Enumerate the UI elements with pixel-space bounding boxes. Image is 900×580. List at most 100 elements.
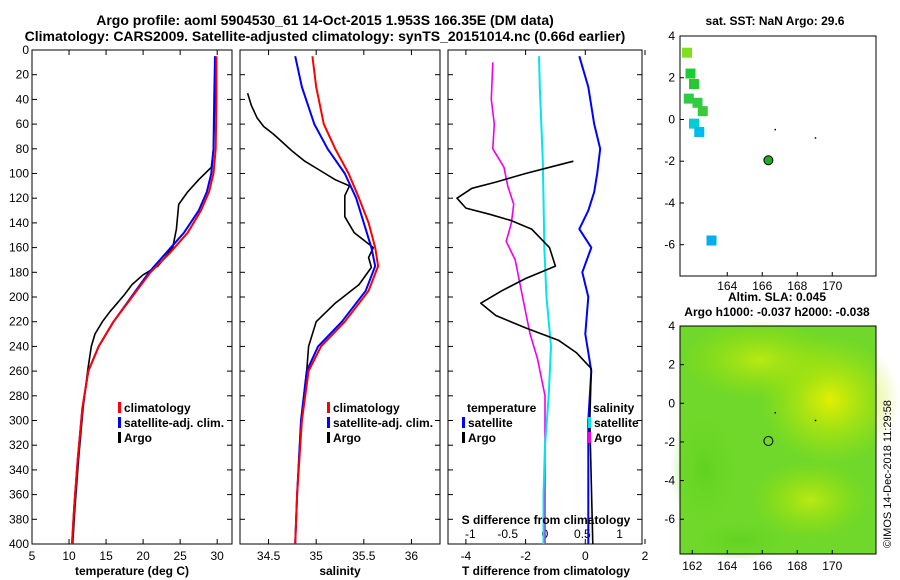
difference-panel: -4 -2 0 2-1 -0.5 0 0.5 1 T difference from clim…	[447, 49, 649, 578]
sla-y-tick-label: 2	[668, 358, 675, 372]
legend-swatch-satellite	[327, 417, 330, 428]
y-tick-label: 40	[16, 92, 30, 106]
difference-top-x-label: S difference from climatology	[462, 513, 631, 527]
y-tick-label: 300	[9, 414, 29, 428]
map-dot	[814, 137, 817, 139]
sst-y-tick-label: 0	[668, 112, 675, 126]
legend-label-t-satellite: satellite	[468, 416, 513, 430]
argo-position-marker	[763, 155, 774, 166]
difference-t-argo-line	[456, 160, 594, 545]
map-dot	[774, 128, 776, 131]
difference-x-label: T difference from climatology	[462, 564, 630, 578]
legend-label-climatology: climatology	[124, 401, 191, 415]
sst-x-tick-label: 168	[787, 279, 807, 293]
legend-label-argo: Argo	[124, 431, 152, 445]
top-x-tick-label: 1	[616, 527, 623, 541]
sla-y-tick-label: -6	[664, 512, 675, 526]
salinity-x-label: salinity	[319, 564, 361, 578]
y-tick-label: 340	[9, 463, 29, 477]
sla-x-tick-label: 170	[822, 559, 842, 573]
sst-cell	[706, 235, 717, 246]
y-tick-label: 140	[9, 216, 29, 230]
x-tick-label: 20	[136, 549, 150, 563]
x-tick-label: 36	[405, 549, 419, 563]
temperature-legend: climatology satellite-adj. clim. Argo	[118, 401, 224, 445]
y-tick-label: 380	[9, 512, 29, 526]
sla-x-tick-label: 164	[717, 559, 737, 573]
sla-y-tick-label: 0	[668, 396, 675, 410]
map-dot	[774, 411, 776, 414]
sla-y-tick-label: 4	[668, 319, 675, 333]
x-tick-label: 2	[642, 549, 649, 563]
legend-label-s-argo: Argo	[594, 431, 622, 445]
x-tick-label: 25	[173, 549, 187, 563]
legend-label-satellite: satellite-adj. clim.	[333, 416, 433, 430]
legend-label-climatology: climatology	[333, 401, 400, 415]
sst-x-tick-label: 164	[717, 279, 737, 293]
y-tick-label: 360	[9, 488, 29, 502]
y-tick-label: 220	[9, 315, 29, 329]
y-tick-label: 0	[22, 43, 29, 57]
sla-heatmap-low-region-south	[690, 520, 790, 560]
temperature-panel: 5 10 15 20 25 3002040608010012014016018020022…	[9, 43, 233, 578]
sst-y-tick-label: -2	[664, 154, 675, 168]
x-tick-label: 34.5	[257, 549, 281, 563]
sla-map-frame	[679, 325, 877, 555]
x-tick-label: 35.5	[352, 549, 376, 563]
legend-swatch-t-satellite	[462, 417, 465, 428]
y-tick-label: 200	[9, 290, 29, 304]
sla-x-tick-label: 168	[787, 559, 807, 573]
sst-cell	[694, 127, 705, 137]
legend-swatch-s-argo	[588, 432, 591, 443]
legend-swatch-s-satellite	[588, 417, 591, 428]
legend-swatch-t-argo	[462, 432, 465, 443]
legend-swatch-argo	[327, 432, 330, 443]
chart-title-line1: Argo profile: aoml 5904530_61 14-Oct-201…	[96, 12, 554, 28]
x-tick-label: -2	[520, 549, 531, 563]
difference-legend: temperature satellite Argo salinity sate…	[462, 401, 639, 445]
sst-y-tick-label: 4	[668, 29, 675, 43]
sst-y-tick-label: 2	[668, 71, 675, 85]
temperature-x-label: temperature (deg C)	[75, 564, 189, 578]
sla-y-tick-label: -2	[664, 435, 675, 449]
sla-heatmap-low-region	[670, 410, 740, 530]
y-tick-label: 400	[9, 537, 29, 551]
y-tick-label: 60	[16, 117, 30, 131]
sla-map-title-line2: Argo h1000: -0.037 h2000: -0.038	[684, 305, 870, 319]
sst-cell	[683, 93, 694, 104]
legend-swatch-satellite	[118, 417, 121, 428]
legend-title-temperature: temperature	[467, 401, 537, 415]
sst-cell	[689, 118, 699, 129]
legend-label-t-argo: Argo	[468, 431, 496, 445]
difference-s-satellite-line	[538, 56, 552, 544]
sla-heatmap-mid-region	[680, 320, 840, 400]
salinity-panel: 34.5 35 35.5 36 salinity climatology satell…	[239, 49, 441, 578]
y-tick-label: 100	[9, 167, 29, 181]
salinity-argo-line	[246, 92, 375, 545]
imos-watermark: ©IMOS 14-Dec-2018 11:29:58	[882, 400, 894, 548]
sst-cell	[689, 79, 699, 89]
salinity-plot-frame	[239, 49, 441, 545]
legend-label-argo: Argo	[333, 431, 361, 445]
sla-heatmap-mid-region-south	[750, 460, 870, 540]
sst-cell	[692, 97, 703, 108]
top-x-tick-label: -0.5	[497, 527, 518, 541]
sst-x-tick-label: 166	[752, 279, 772, 293]
top-x-tick-label: 0.5	[574, 527, 591, 541]
map-dot	[814, 419, 817, 422]
sla-x-tick-label: 162	[682, 559, 702, 573]
sla-y-tick-label: -4	[664, 474, 675, 488]
y-tick-label: 120	[9, 191, 29, 205]
sst-map-panel: sat. SST: NaN Argo: 29.6 164 166 168 170 -6 -…	[664, 14, 877, 293]
y-tick-label: 160	[9, 241, 29, 255]
y-tick-label: 20	[16, 68, 30, 82]
argo-position-marker	[763, 436, 774, 447]
sst-cell	[697, 106, 708, 117]
y-tick-label: 180	[9, 265, 29, 279]
sst-y-tick-label: -6	[664, 238, 675, 252]
difference-s-argo-line	[490, 62, 546, 544]
y-tick-label: 80	[16, 142, 30, 156]
sst-cell	[682, 47, 692, 58]
x-tick-label: 0	[582, 549, 589, 563]
